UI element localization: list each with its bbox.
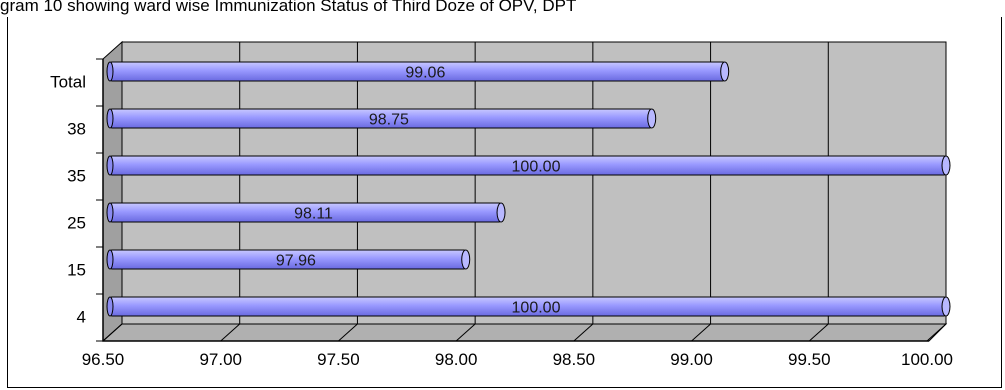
plot-floor — [101, 323, 948, 342]
x-tick-label: 96.50 — [82, 350, 125, 369]
y-tick-label: 38 — [67, 120, 86, 139]
bar-end-cap — [941, 296, 951, 317]
y-tick-label: 4 — [77, 308, 86, 327]
grid-floor-line — [808, 323, 829, 342]
grid-lines — [102, 42, 947, 342]
bar-start-cap — [106, 296, 114, 317]
y-tick-label: Total — [50, 73, 86, 92]
bar-start-cap — [106, 108, 114, 129]
tick-labels: 96.50 97.00 97.50 98.00 98.50 99.00 99.50 100.0… — [50, 73, 953, 370]
plot-back-wall — [121, 41, 947, 325]
plot-side-wall — [102, 40, 123, 343]
grid-floor-line — [926, 323, 947, 342]
bar-start-cap — [106, 202, 114, 223]
chart-title: gram 10 showing ward wise Immunization S… — [0, 0, 577, 15]
data-label: 98.11 — [294, 206, 333, 223]
data-label: 98.75 — [369, 112, 409, 129]
y-tick-label: 35 — [67, 167, 86, 186]
plot-area — [101, 40, 948, 343]
x-tick-label: 98.50 — [553, 350, 596, 369]
x-tick-label: 98.00 — [435, 350, 478, 369]
bar-end-cap — [941, 155, 951, 176]
chart-frame — [7, 17, 1002, 388]
bar-start-cap — [106, 155, 114, 176]
bar-end-cap — [647, 108, 657, 129]
grid-floor-line — [220, 323, 241, 342]
bar-start-cap — [106, 249, 114, 270]
bars: 100.00 97.96 98.11 100.00 98.75 99.06 — [106, 61, 951, 317]
bar-start-cap — [106, 61, 114, 82]
grid-floor-line — [691, 323, 711, 342]
x-tick-label: 99.50 — [788, 350, 831, 369]
x-tick-label: 97.50 — [317, 350, 360, 369]
grid-floor-line — [573, 323, 594, 342]
grid-floor-line — [338, 323, 358, 342]
bar-end-cap — [720, 61, 730, 82]
data-label: 100.00 — [512, 300, 561, 317]
data-label: 99.06 — [405, 65, 445, 82]
grid-floor-line — [455, 323, 476, 342]
x-tick-label: 99.00 — [670, 350, 713, 369]
bar-end-cap — [496, 202, 506, 223]
data-label: 100.00 — [512, 159, 561, 176]
y-tick-label: 25 — [67, 214, 86, 233]
bar-end-cap — [461, 249, 471, 270]
y-tick-label: 15 — [67, 261, 86, 280]
x-tick-label: 97.00 — [199, 350, 242, 369]
x-tick-label: 100.00 — [901, 350, 953, 369]
data-label: 97.96 — [276, 253, 316, 270]
axes — [96, 58, 929, 342]
grid-floor-line — [102, 323, 123, 342]
